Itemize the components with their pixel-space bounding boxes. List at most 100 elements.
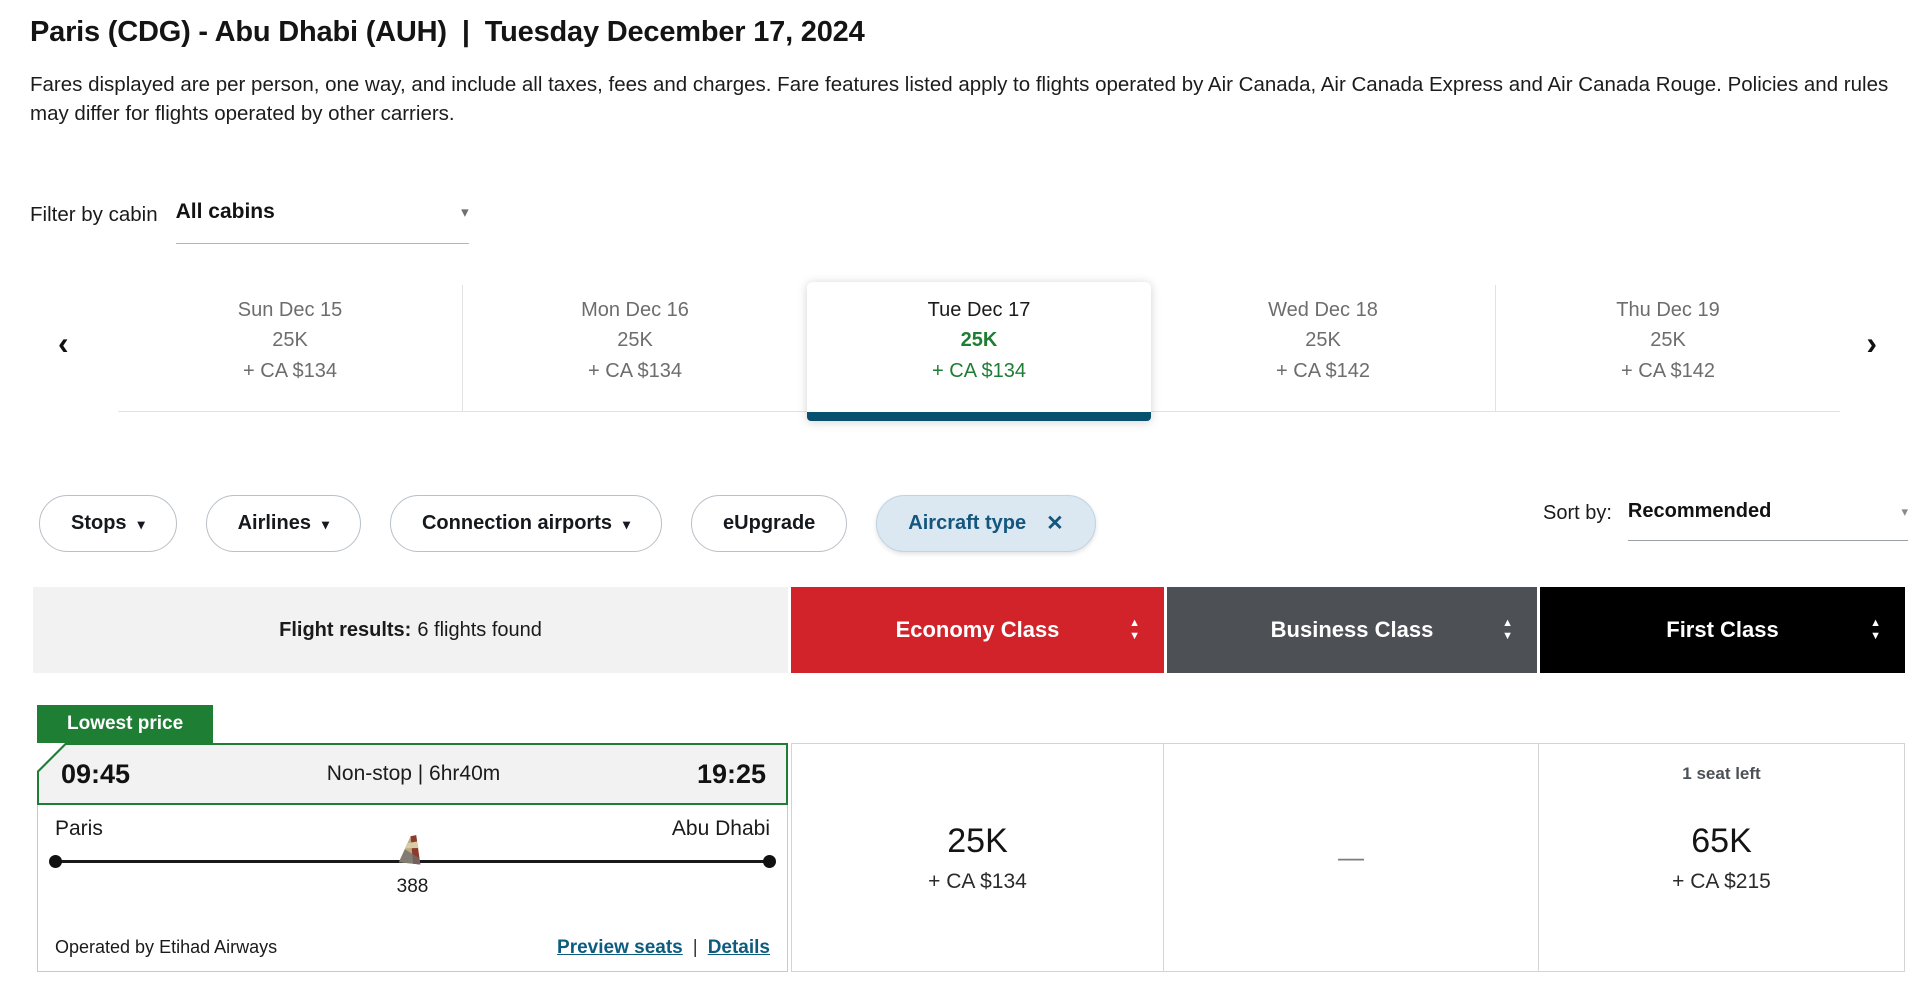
route-summary: Non-stop | 6hr40m <box>326 762 501 785</box>
cash-price: + CA $134 <box>588 360 682 382</box>
date-label: Wed Dec 18 <box>1268 299 1378 321</box>
sort-down-icon: ▼ <box>1129 630 1140 642</box>
filter-pill-label: Aircraft type <box>908 512 1027 534</box>
fare-disclaimer: Fares displayed are per person, one way,… <box>30 73 1889 125</box>
route-title: Paris (CDG) - Abu Dhabi (AUH) <box>30 16 447 48</box>
sort-arrows-icon[interactable]: ▲ ▼ <box>1129 617 1140 642</box>
date-tab-thu-dec-19[interactable]: Thu Dec 19 25K + CA $142 <box>1495 285 1840 411</box>
economy-class-label: Economy Class <box>895 617 1060 642</box>
points-price: 25K <box>617 329 653 351</box>
flight-links: Preview seats | Details <box>557 937 770 959</box>
cabin-filter-select[interactable]: All cabins ▾ <box>175 200 469 244</box>
flight-time-bar-inner: 09:45 Non-stop | 6hr40m 19:25 <box>39 745 786 803</box>
seats-left-badge: 1 seat left <box>1682 764 1761 783</box>
business-class-header[interactable]: Business Class ▲ ▼ <box>1167 587 1537 673</box>
origin-dot <box>49 855 62 868</box>
cabin-filter-value: All cabins <box>175 200 275 223</box>
filter-pills: Stops ▾ Airlines ▾ Connection airports ▾… <box>39 495 1096 552</box>
points-price: 25K <box>1305 329 1341 351</box>
close-icon[interactable]: ✕ <box>1046 512 1064 535</box>
date-carousel: ‹ Sun Dec 15 25K + CA $134 Mon Dec 16 25… <box>40 282 1885 425</box>
title-separator: | <box>461 16 470 48</box>
points-price: 25K <box>1650 329 1686 351</box>
flight-number: 388 <box>396 876 429 897</box>
economy-fare-cell[interactable]: 25K + CA $134 <box>792 744 1163 971</box>
chevron-left-icon[interactable]: ‹ <box>58 325 69 361</box>
flight-details-panel: Paris Abu Dhabi 388 Operated by Etihad A… <box>37 805 788 972</box>
sort-up-icon: ▲ <box>1129 617 1140 629</box>
date-tab-wed-dec-18[interactable]: Wed Dec 18 25K + CA $142 <box>1151 285 1495 411</box>
sort-by: Sort by: Recommended ▾ <box>1543 500 1908 541</box>
chevron-down-icon: ▾ <box>321 515 329 532</box>
date-label: Thu Dec 19 <box>1616 299 1720 321</box>
sort-down-icon: ▼ <box>1502 630 1513 642</box>
business-class-label: Business Class <box>1270 617 1434 642</box>
cabin-filter: Filter by cabin All cabins ▾ <box>30 200 469 244</box>
filter-pill-aircraft-type-active[interactable]: Aircraft type ✕ <box>876 495 1096 552</box>
date-carousel-row: Sun Dec 15 25K + CA $134 Mon Dec 16 25K … <box>118 282 1840 421</box>
destination-dot <box>763 855 776 868</box>
selected-tab-indicator <box>807 412 1151 421</box>
points-price: 25K <box>272 329 308 351</box>
sort-by-select[interactable]: Recommended ▾ <box>1627 500 1908 541</box>
filter-pill-label: Stops <box>71 512 127 534</box>
origin-city: Paris <box>55 817 103 840</box>
chevron-down-icon: ▾ <box>623 515 631 532</box>
flight-results-summary: Flight results: 6 flights found <box>33 587 788 673</box>
business-fare-cell: — <box>1163 744 1538 971</box>
economy-class-header[interactable]: Economy Class ▲ ▼ <box>791 587 1164 673</box>
etihad-tail-icon <box>395 831 426 873</box>
filter-pill-label: eUpgrade <box>723 512 816 534</box>
chevron-right-icon[interactable]: › <box>1866 325 1877 361</box>
date-title: Tuesday December 17, 2024 <box>484 16 865 48</box>
sort-up-icon: ▲ <box>1502 617 1513 629</box>
sort-down-icon: ▼ <box>1870 630 1881 642</box>
sort-by-value: Recommended <box>1627 500 1772 522</box>
business-unavailable-dash: — <box>1338 842 1364 872</box>
first-points: 65K <box>1691 821 1752 860</box>
results-summary-value: 6 flights found <box>417 618 542 641</box>
date-label: Tue Dec 17 <box>927 299 1031 321</box>
destination-city: Abu Dhabi <box>671 817 770 840</box>
sort-up-icon: ▲ <box>1870 617 1881 629</box>
links-separator: | <box>692 937 698 958</box>
date-tab-mon-dec-16[interactable]: Mon Dec 16 25K + CA $134 <box>462 285 807 411</box>
chevron-down-icon: ▾ <box>137 515 145 532</box>
date-label: Sun Dec 15 <box>237 299 343 321</box>
results-header: Flight results: 6 flights found Economy … <box>33 587 1905 673</box>
cash-price: + CA $142 <box>1621 360 1715 382</box>
page-title: Paris (CDG) - Abu Dhabi (AUH) | Tuesday De… <box>30 16 865 49</box>
preview-seats-link[interactable]: Preview seats <box>557 937 683 958</box>
filter-pill-connection-airports[interactable]: Connection airports ▾ <box>389 495 663 552</box>
economy-cash: + CA $134 <box>928 869 1027 893</box>
date-label: Mon Dec 16 <box>581 299 689 321</box>
filter-pill-stops[interactable]: Stops ▾ <box>39 495 177 552</box>
cash-price: + CA $134 <box>243 360 337 382</box>
arrival-time: 19:25 <box>696 758 766 789</box>
first-class-header[interactable]: First Class ▲ ▼ <box>1540 587 1905 673</box>
sort-by-label: Sort by: <box>1543 502 1612 524</box>
cabin-filter-label: Filter by cabin <box>30 203 158 226</box>
sort-arrows-icon[interactable]: ▲ ▼ <box>1502 617 1513 642</box>
date-tab-sun-dec-15[interactable]: Sun Dec 15 25K + CA $134 <box>118 285 462 411</box>
fare-row: 25K + CA $134 — 1 seat left 65K + CA $21… <box>791 743 1905 972</box>
lowest-price-badge: Lowest price <box>37 705 214 743</box>
departure-time: 09:45 <box>61 758 131 789</box>
date-tab-tue-dec-17-selected[interactable]: Tue Dec 17 25K + CA $134 <box>807 282 1151 421</box>
results-summary-label: Flight results: <box>279 618 412 641</box>
cash-price: + CA $134 <box>932 360 1026 382</box>
operated-by-text: Operated by Etihad Airways <box>55 937 278 957</box>
filter-pill-eupgrade[interactable]: eUpgrade <box>691 495 848 552</box>
chevron-down-icon: ▾ <box>1901 504 1908 519</box>
chevron-down-icon: ▾ <box>461 203 469 221</box>
sort-arrows-icon[interactable]: ▲ ▼ <box>1870 617 1881 642</box>
flight-card: 09:45 Non-stop | 6hr40m 19:25 Paris Abu … <box>37 743 788 972</box>
details-link[interactable]: Details <box>707 937 770 958</box>
first-fare-cell[interactable]: 1 seat left 65K + CA $215 <box>1538 744 1904 971</box>
first-cash: + CA $215 <box>1672 869 1771 893</box>
first-class-label: First Class <box>1666 617 1779 642</box>
filter-pill-airlines[interactable]: Airlines ▾ <box>205 495 361 552</box>
economy-points: 25K <box>947 821 1008 860</box>
cash-price: + CA $142 <box>1276 360 1370 382</box>
